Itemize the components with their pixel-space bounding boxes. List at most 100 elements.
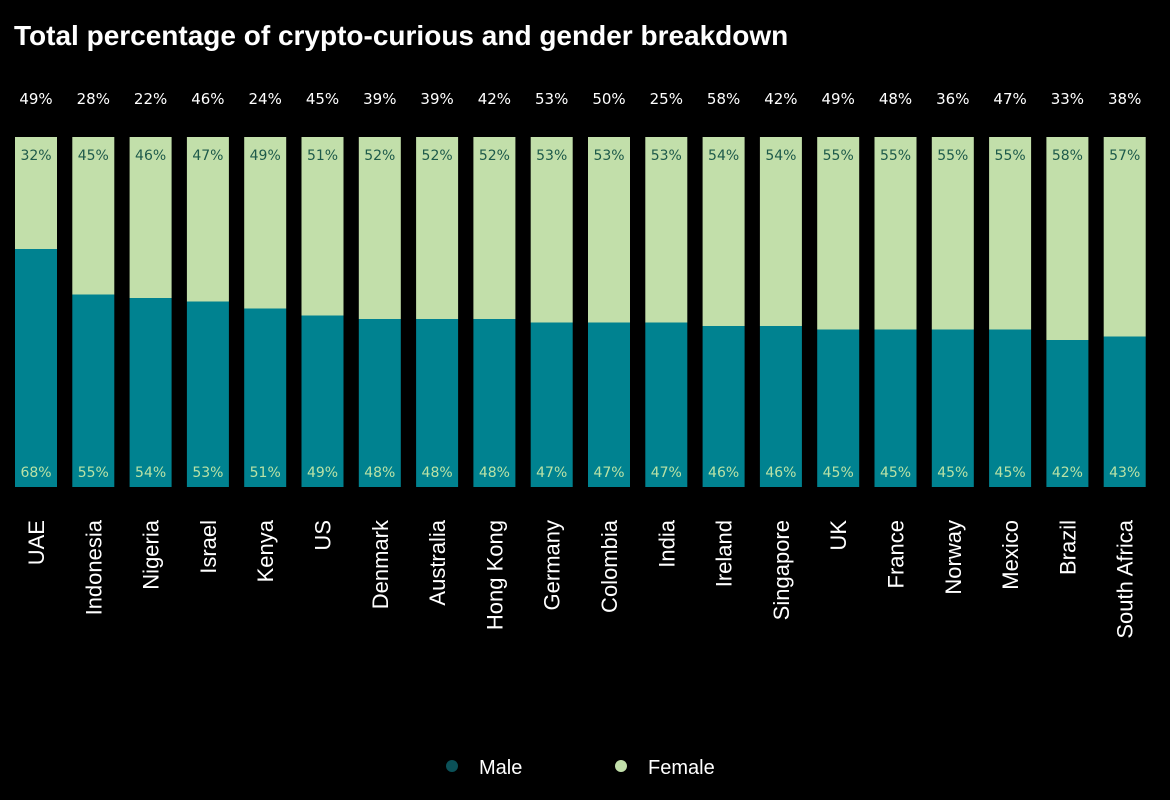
category-label: Kenya [253, 519, 278, 582]
total-label: 49% [19, 90, 52, 108]
total-label: 22% [134, 90, 167, 108]
bar-female [874, 137, 917, 330]
bar-male [129, 298, 172, 487]
male-value-label: 49% [307, 465, 338, 481]
bar-female [358, 137, 401, 319]
bar-female [244, 137, 287, 309]
bar-male [416, 319, 459, 487]
bar-female [473, 137, 516, 319]
male-value-label: 48% [364, 465, 395, 481]
total-label: 24% [249, 90, 282, 108]
male-value-label: 68% [20, 465, 51, 481]
bar-female [72, 137, 115, 295]
female-value-label: 51% [307, 148, 338, 164]
bar-male [874, 329, 917, 487]
total-label: 48% [879, 90, 912, 108]
category-label: US [311, 520, 336, 551]
total-label: 50% [592, 90, 625, 108]
bar-male [72, 294, 115, 487]
female-value-label: 54% [708, 148, 739, 164]
male-value-label: 53% [192, 465, 223, 481]
female-value-label: 52% [364, 148, 395, 164]
male-value-label: 48% [422, 465, 453, 481]
category-label: France [884, 520, 909, 588]
bar-male [817, 329, 860, 487]
total-label: 36% [936, 90, 969, 108]
female-value-label: 55% [823, 148, 854, 164]
female-value-label: 53% [593, 148, 624, 164]
bar-male [1046, 340, 1089, 487]
category-label: Brazil [1055, 520, 1080, 575]
male-value-label: 48% [479, 465, 510, 481]
bar-male [15, 249, 57, 487]
bar-female [129, 137, 172, 298]
bar-male [186, 301, 229, 487]
category-label: Germany [540, 520, 565, 610]
bar-male [645, 322, 688, 487]
category-label: Denmark [368, 519, 393, 609]
bar-female [530, 137, 573, 323]
male-value-label: 55% [78, 465, 109, 481]
bar-male [530, 322, 573, 487]
bar-female [645, 137, 688, 323]
male-value-label: 45% [880, 465, 911, 481]
category-label: Colombia [597, 519, 622, 613]
category-label: Ireland [712, 520, 737, 587]
legend-swatch-female [615, 760, 627, 772]
total-label: 39% [363, 90, 396, 108]
bar-male [301, 315, 344, 487]
bar-female [702, 137, 745, 326]
total-label: 45% [306, 90, 339, 108]
total-label: 46% [191, 90, 224, 108]
category-label: Indonesia [81, 519, 106, 615]
bar-female [989, 137, 1032, 330]
total-label: 58% [707, 90, 740, 108]
total-label: 53% [535, 90, 568, 108]
male-value-label: 54% [135, 465, 166, 481]
legend-label-female: Female [648, 757, 715, 779]
female-value-label: 55% [995, 148, 1026, 164]
male-value-label: 45% [995, 465, 1026, 481]
category-label: Norway [941, 520, 966, 595]
legend-label-male: Male [479, 757, 522, 779]
female-value-label: 49% [250, 148, 281, 164]
bar-female [817, 137, 860, 330]
bar-male [244, 308, 287, 487]
total-label: 42% [478, 90, 511, 108]
male-value-label: 47% [536, 465, 567, 481]
category-label: India [654, 519, 679, 567]
category-label: UAE [24, 520, 49, 565]
female-value-label: 45% [78, 148, 109, 164]
male-value-label: 46% [765, 465, 796, 481]
female-value-label: 52% [479, 148, 510, 164]
female-value-label: 47% [192, 148, 223, 164]
category-label: Israel [196, 520, 221, 574]
female-value-label: 32% [20, 148, 51, 164]
category-label: UK [826, 520, 851, 551]
bar-female [759, 137, 802, 326]
legend-swatch-male [446, 760, 458, 772]
female-value-label: 53% [651, 148, 682, 164]
bar-male [358, 319, 401, 487]
bar-male [1103, 336, 1146, 487]
male-value-label: 42% [1052, 465, 1083, 481]
female-value-label: 53% [536, 148, 567, 164]
category-label: South Africa [1113, 519, 1138, 638]
bar-male [931, 329, 974, 487]
bar-male [759, 326, 802, 487]
male-value-label: 45% [937, 465, 968, 481]
bar-female [931, 137, 974, 330]
total-label: 39% [420, 90, 453, 108]
category-label: Nigeria [139, 519, 164, 589]
female-value-label: 57% [1109, 148, 1140, 164]
bar-female [1103, 137, 1146, 337]
category-label: Singapore [769, 520, 794, 620]
legend: Male Female [446, 757, 715, 779]
bar-female [15, 137, 57, 249]
bar-female [186, 137, 229, 302]
bar-male [702, 326, 745, 487]
female-value-label: 46% [135, 148, 166, 164]
bar-male [588, 322, 630, 487]
bar-female [301, 137, 344, 316]
